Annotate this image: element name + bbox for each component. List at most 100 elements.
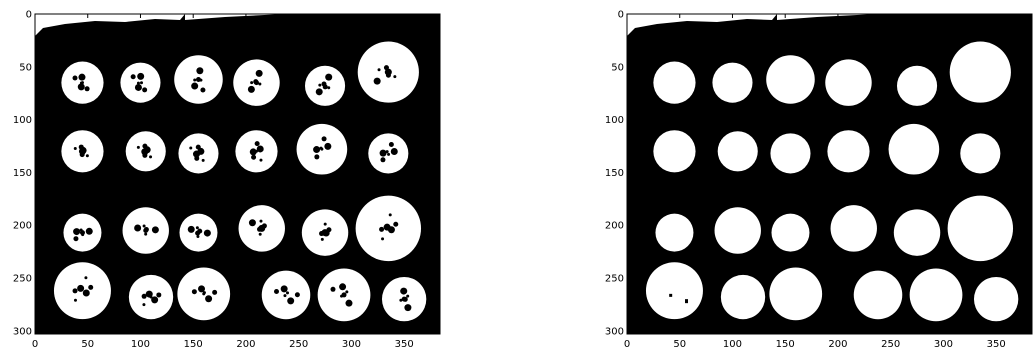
- y-tick-label: 100: [605, 115, 624, 126]
- coin: [721, 275, 765, 319]
- x-tick-label: 150: [184, 339, 203, 349]
- coin-speck: [189, 147, 192, 150]
- coin-speck: [281, 285, 288, 292]
- coin-speck: [249, 219, 256, 226]
- x-tick-label: 0: [624, 339, 630, 349]
- coin-speck: [258, 225, 265, 232]
- coin-speck: [86, 154, 89, 157]
- coin-speck: [140, 81, 143, 84]
- coin-speck: [321, 82, 326, 87]
- coin-speck: [192, 289, 197, 294]
- x-tick-label: 250: [881, 339, 900, 349]
- coin-speck: [142, 303, 145, 306]
- coin-speck: [143, 224, 146, 227]
- coin-speck: [323, 229, 330, 236]
- coin-speck: [318, 84, 321, 87]
- x-tick-label: 350: [395, 339, 414, 349]
- coin-speck: [144, 146, 151, 153]
- coin-speck: [196, 67, 203, 74]
- x-tick-label: 50: [673, 339, 686, 349]
- coin: [653, 130, 695, 172]
- coin-speck: [283, 294, 286, 297]
- coin-speck: [286, 291, 289, 294]
- coin: [718, 131, 758, 171]
- y-tick-label: 100: [13, 115, 32, 126]
- coin-speck: [191, 83, 198, 90]
- coin-speck: [379, 227, 384, 232]
- coin-speck: [685, 299, 688, 303]
- coin-speck: [84, 276, 87, 279]
- coin-speck: [248, 86, 255, 93]
- coin: [766, 55, 815, 104]
- coin-speck: [386, 150, 389, 153]
- coin-speck: [295, 292, 300, 297]
- coin-speck: [203, 291, 206, 294]
- y-tick-label: 150: [605, 168, 624, 179]
- y-tick-label: 300: [605, 326, 624, 337]
- coin: [910, 269, 963, 322]
- coin-speck: [378, 68, 381, 71]
- x-tick-label: 100: [131, 339, 150, 349]
- coin-speck: [73, 228, 80, 235]
- coin: [894, 209, 940, 255]
- coin-speck: [196, 77, 201, 82]
- y-tick-label: 200: [605, 221, 624, 232]
- coin-speck: [73, 288, 78, 293]
- coin-speck: [320, 147, 323, 150]
- coin-speck: [202, 159, 205, 162]
- coin-speck: [322, 136, 327, 141]
- coin-speck: [204, 230, 211, 237]
- coin-speck: [324, 223, 327, 226]
- coin-speck: [259, 159, 262, 162]
- coin-speck: [314, 154, 319, 159]
- coin-speck: [393, 75, 396, 78]
- coin-speck: [345, 290, 348, 293]
- coin-speck: [389, 213, 392, 216]
- coin: [960, 133, 1000, 173]
- coin-speck: [212, 290, 217, 295]
- coin-speck: [251, 155, 256, 160]
- coin-speck: [196, 226, 199, 229]
- x-tick-label: 200: [236, 339, 255, 349]
- coin-speck: [142, 87, 147, 92]
- coin: [712, 63, 752, 103]
- coin-speck: [400, 288, 407, 295]
- coin-speck: [404, 304, 411, 311]
- coin-speck: [321, 238, 324, 241]
- coin-speck: [255, 141, 260, 146]
- coin-speck: [389, 142, 394, 147]
- coin-speck: [73, 236, 78, 241]
- coin-speck: [324, 143, 331, 150]
- coin-speck: [391, 148, 398, 155]
- coin: [831, 205, 877, 251]
- coin-speck: [83, 289, 90, 296]
- y-tick-label: 300: [13, 326, 32, 337]
- coin-speck: [205, 295, 212, 302]
- coin-speck: [85, 86, 90, 91]
- y-tick-label: 250: [605, 274, 624, 285]
- coin-speck: [137, 82, 140, 85]
- coin-speck: [406, 295, 409, 298]
- coin: [655, 214, 693, 252]
- x-tick-label: 150: [776, 339, 795, 349]
- x-tick-label: 100: [723, 339, 742, 349]
- coin-speck: [144, 233, 147, 236]
- coin-speck: [403, 297, 408, 302]
- x-tick-label: 0: [32, 339, 38, 349]
- coin-speck: [80, 230, 85, 235]
- x-tick-label: 200: [828, 339, 847, 349]
- coin-speck: [380, 150, 387, 157]
- coin-speck: [287, 297, 294, 304]
- coin-speck: [152, 226, 159, 233]
- x-tick-label: 250: [289, 339, 308, 349]
- y-tick-label: 200: [13, 221, 32, 232]
- coin-speck: [250, 81, 253, 84]
- y-tick-label: 50: [19, 62, 32, 73]
- coin-speck: [256, 70, 263, 77]
- coin: [715, 207, 761, 253]
- coin-speck: [316, 88, 323, 95]
- coin-speck: [385, 69, 392, 76]
- coin-speck: [313, 146, 320, 153]
- x-tick-label: 300: [934, 339, 953, 349]
